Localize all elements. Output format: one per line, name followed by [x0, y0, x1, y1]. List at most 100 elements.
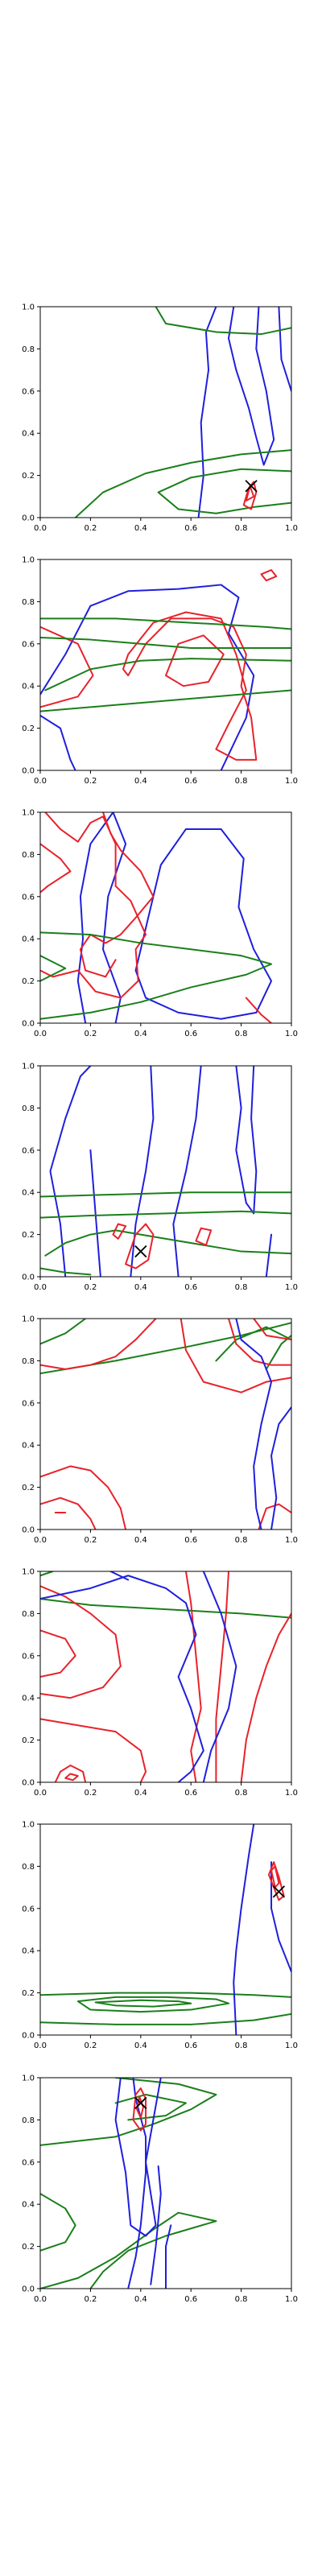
red-contour-line: [253, 1319, 291, 1341]
green-contour-line: [40, 2078, 217, 2146]
x-tick-label: 0.6: [184, 524, 197, 533]
blue-contour-line: [172, 1066, 202, 1277]
red-contour-line: [184, 1571, 202, 1782]
contour-lines: [40, 1319, 291, 1530]
y-tick-label: 1.0: [22, 2074, 35, 2083]
y-tick-label: 0.8: [22, 598, 35, 607]
red-contour-line: [270, 1865, 280, 1889]
x-marker: [134, 2096, 147, 2110]
green-contour-line: [40, 1210, 291, 1219]
contour-plot-5: 0.0 0.2 0.4 0.6 0.8 1.0 0.0 0.2 0.4 0.6 0.8 1.0: [22, 1315, 298, 1546]
blue-contour-line: [40, 714, 76, 770]
x-tick-label: 1.0: [285, 1030, 298, 1038]
y-tick-label: 0.6: [22, 1146, 35, 1155]
contour-lines: [40, 1066, 291, 1277]
red-contour-line: [228, 1319, 291, 1366]
axes-frame: [39, 1823, 292, 2036]
green-contour-line: [76, 1996, 229, 2013]
blue-contour-line: [278, 307, 291, 392]
red-contour-line: [245, 997, 273, 1023]
x-tick-label: 0.4: [134, 1536, 147, 1545]
y-tick-label: 0.2: [22, 1736, 35, 1745]
axes-frame: [39, 1065, 292, 1278]
y-tick-label: 1.0: [22, 1315, 35, 1324]
green-contour-line: [265, 1334, 291, 1370]
contour-plot-4: 0.0 0.2 0.4 0.6 0.8 1.0 0.0 0.2 0.4 0.6 0.8 1.0: [22, 1063, 298, 1293]
x-tick-label: 1.0: [285, 1789, 298, 1798]
green-contour-line: [215, 1326, 291, 1362]
blue-contour-line: [165, 2224, 172, 2289]
x-tick-label: 0.0: [34, 1536, 47, 1545]
y-tick-label: 0.8: [22, 1863, 35, 1872]
y-tick-label: 0.4: [22, 683, 35, 691]
green-contour-line: [74, 449, 291, 518]
green-contour-line: [40, 1267, 92, 1276]
x-tick-label: 0.6: [184, 777, 197, 786]
y-tick-label: 0.6: [22, 1905, 35, 1913]
contour-lines: [40, 1824, 291, 2035]
x-tick-label: 0.8: [235, 777, 248, 786]
red-contour-line: [54, 1765, 87, 1782]
green-contour-line: [40, 617, 291, 630]
x-tick-label: 0.4: [134, 1789, 147, 1798]
blue-contour-line: [228, 307, 275, 466]
y-tick-label: 0.2: [22, 1989, 35, 1998]
red-contour-line: [240, 1612, 291, 1782]
green-contour-line: [40, 1992, 291, 1998]
x-tick-label: 0.8: [235, 1283, 248, 1292]
y-tick-label: 0.8: [22, 1610, 35, 1619]
y-tick-label: 0.6: [22, 387, 35, 396]
y-tick-label: 0.6: [22, 640, 35, 649]
blue-contour-line: [114, 2078, 162, 2237]
axes-frame: [39, 559, 292, 771]
y-tick-label: 0.4: [22, 2201, 35, 2210]
x-tick-label: 0.0: [34, 524, 47, 533]
red-contour-line: [132, 2087, 147, 2132]
contour-lines: [40, 1571, 291, 1782]
blue-contour-line: [235, 1066, 258, 1215]
y-tick-label: 0.8: [22, 1104, 35, 1113]
contour-lines: [40, 2078, 217, 2289]
x-tick-label: 0.4: [134, 777, 147, 786]
x-tick-label: 0.2: [84, 1283, 97, 1292]
red-contour-line: [40, 1718, 147, 1782]
green-contour-line: [40, 1322, 291, 1375]
y-tick-label: 0.2: [22, 724, 35, 733]
y-tick-label: 0.4: [22, 935, 35, 944]
x-tick-label: 0.2: [84, 1789, 97, 1798]
contour-plot-6: 0.0 0.2 0.4 0.6 0.8 1.0 0.0 0.2 0.4 0.6 0.8 1.0: [22, 1568, 298, 1798]
x-tick-label: 0.8: [235, 1030, 248, 1038]
y-tick-label: 1.0: [22, 809, 35, 818]
x-tick-label: 0.0: [34, 2295, 47, 2304]
green-contour-line: [40, 1571, 54, 1577]
y-tick-label: 0.8: [22, 345, 35, 354]
x-tick-label: 1.0: [285, 777, 298, 786]
red-contour-line: [195, 1227, 213, 1246]
y-tick-label: 0.0: [22, 514, 35, 523]
x-tick-label: 0.2: [84, 2041, 97, 2050]
red-contour-line: [40, 1465, 127, 1530]
red-contour-line: [165, 634, 225, 687]
blue-contour-line: [270, 1861, 291, 1973]
red-contour-line: [40, 812, 147, 999]
y-tick-label: 0.2: [22, 472, 35, 481]
blue-contour-line: [40, 584, 255, 770]
y-tick-label: 0.4: [22, 1947, 35, 1956]
red-contour-line: [40, 1319, 157, 1370]
x-tick-label: 0.8: [235, 1536, 248, 1545]
x-tick-label: 0.8: [235, 524, 248, 533]
axes-frame: [39, 1571, 292, 1783]
y-tick-label: 0.6: [22, 1652, 35, 1661]
y-tick-label: 0.6: [22, 2158, 35, 2167]
y-tick-label: 0.4: [22, 430, 35, 439]
x-tick-label: 0.0: [34, 1283, 47, 1292]
y-tick-label: 0.6: [22, 893, 35, 902]
blue-contour-line: [130, 1066, 155, 1277]
x-tick-label: 0.6: [184, 1030, 197, 1038]
blue-contour-line: [134, 828, 273, 1020]
red-contour-line: [79, 812, 155, 978]
green-contour-line: [40, 1191, 291, 1198]
y-tick-label: 1.0: [22, 303, 35, 312]
red-contour-line: [40, 1496, 97, 1530]
x-tick-label: 0.6: [184, 2295, 197, 2304]
